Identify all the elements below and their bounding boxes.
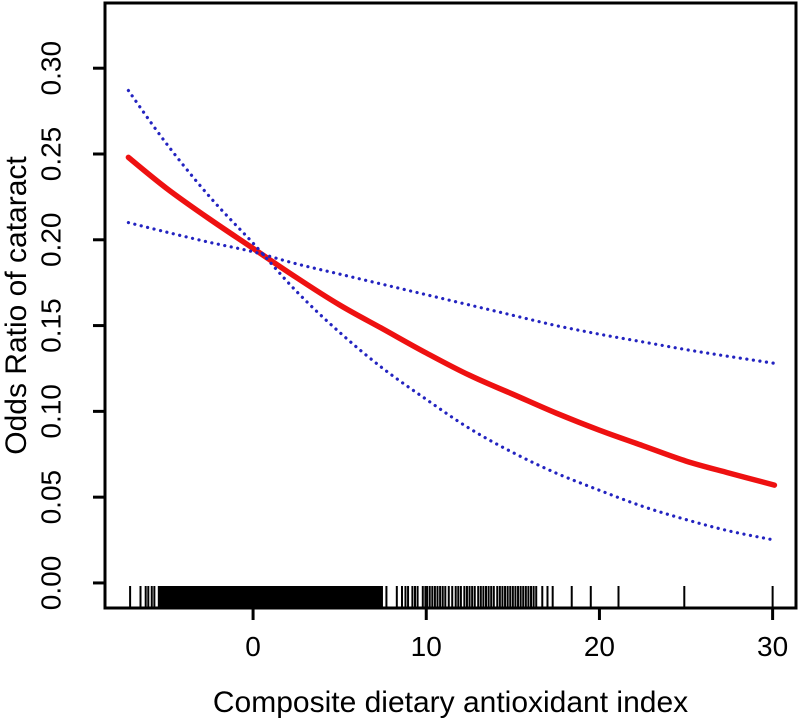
confidence-band-steep bbox=[126, 88, 776, 542]
y-axis-title: Odds Ratio of cataract bbox=[0, 156, 33, 455]
rug-dense-block bbox=[157, 586, 383, 607]
y-tick-label: 0.20 bbox=[35, 213, 66, 267]
y-tick-label: 0.10 bbox=[35, 384, 66, 439]
odds-ratio-estimate bbox=[125, 154, 778, 488]
x-axis-title: Composite dietary antioxidant index bbox=[213, 686, 688, 719]
y-tick-label: 0.05 bbox=[35, 470, 66, 525]
x-tick-label: 10 bbox=[411, 631, 442, 662]
series-lines bbox=[125, 88, 778, 542]
x-tick-label: 0 bbox=[245, 631, 261, 662]
y-tick-label: 0.00 bbox=[35, 556, 66, 611]
y-axis-ticks: 0.00 0.05 0.10 0.15 0.20 0.25 0.30 bbox=[35, 41, 105, 610]
x-axis-ticks: 0 10 20 30 bbox=[245, 608, 788, 662]
x-tick-label: 20 bbox=[584, 631, 615, 662]
confidence-band-shallow bbox=[126, 221, 776, 365]
x-tick-label: 30 bbox=[757, 631, 788, 662]
rug-plot bbox=[129, 586, 774, 607]
plot-box bbox=[103, 1, 798, 610]
y-tick-label: 0.15 bbox=[35, 298, 66, 353]
y-tick-label: 0.25 bbox=[35, 127, 66, 182]
y-tick-label: 0.30 bbox=[35, 41, 66, 96]
